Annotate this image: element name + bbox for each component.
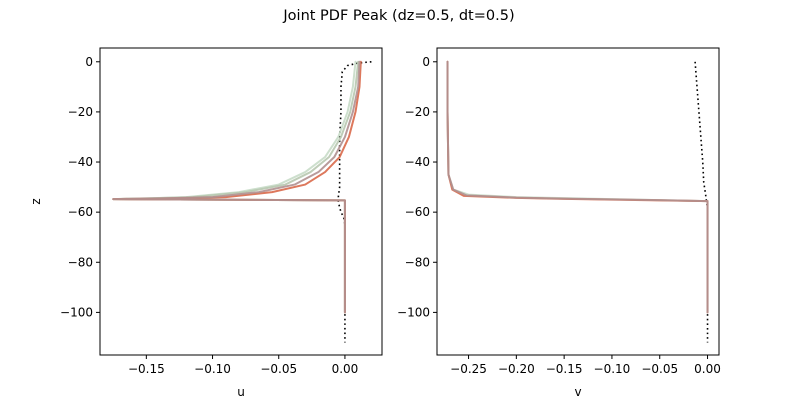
x-tick-label: −0.05 <box>260 362 297 376</box>
y-tick-label: −40 <box>405 155 430 169</box>
series-line-0-0 <box>337 60 372 343</box>
series-line-1-2 <box>446 60 709 314</box>
x-tick-label: −0.20 <box>498 362 535 376</box>
series-line-1-1 <box>446 60 709 314</box>
x-tick-label: −0.25 <box>450 362 487 376</box>
y-tick-label: −20 <box>405 105 430 119</box>
x-axis-label: u <box>237 385 245 399</box>
y-tick-label: 0 <box>422 55 430 69</box>
x-tick-label: 0.00 <box>694 362 721 376</box>
chart-title: Joint PDF Peak (dz=0.5, dt=0.5) <box>282 8 514 24</box>
series-line-0-1 <box>112 60 357 314</box>
series-line-0-4 <box>112 60 361 314</box>
y-tick-label: −40 <box>68 155 93 169</box>
y-tick-label: −60 <box>405 205 430 219</box>
x-axis-label: v <box>574 385 581 399</box>
series-line-1-3 <box>446 60 709 314</box>
axes-frame <box>436 47 720 356</box>
x-tick-label: 0.00 <box>332 362 359 376</box>
series-line-0-2 <box>112 60 360 314</box>
x-tick-label: −0.10 <box>194 362 231 376</box>
x-tick-label: −0.15 <box>546 362 583 376</box>
y-axis-label: z <box>29 198 43 204</box>
series-line-1-0 <box>694 61 709 343</box>
y-tick-label: −80 <box>68 255 93 269</box>
x-tick-label: −0.05 <box>641 362 678 376</box>
y-tick-label: −100 <box>60 305 93 319</box>
y-tick-label: 0 <box>85 55 93 69</box>
y-tick-label: −80 <box>405 255 430 269</box>
y-tick-label: −60 <box>68 205 93 219</box>
series-line-0-3 <box>112 60 362 314</box>
y-tick-label: −100 <box>397 305 430 319</box>
x-tick-label: −0.15 <box>128 362 165 376</box>
panel-u: −0.15 −0.10 −0.05 0.00 0 −20 −40 −60 −80 −100 u z <box>29 47 383 399</box>
panel-v: −0.25 −0.20 −0.15 −0.10 −0.05 0.00 0 −20 −40 −60 −… <box>397 47 721 399</box>
x-tick-label: −0.10 <box>594 362 631 376</box>
y-tick-label: −20 <box>68 105 93 119</box>
axes-frame <box>99 47 383 356</box>
